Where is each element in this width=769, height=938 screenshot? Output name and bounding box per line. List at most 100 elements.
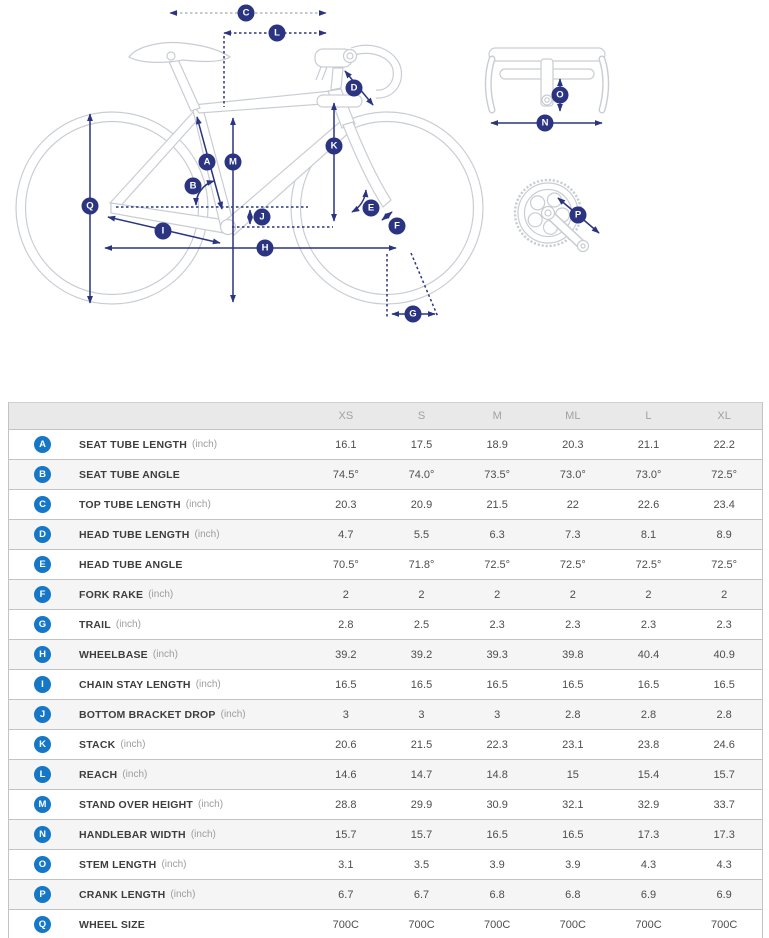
value-cell: 4.3 <box>716 858 732 871</box>
row-letter-badge: I <box>34 676 51 693</box>
value-cell: 2.8 <box>565 708 581 721</box>
diagram-marker-trail: G <box>404 305 422 323</box>
table-row-stack: K STACK (inch) 20.6 21.5 22.3 23.1 23.8 24.6 <box>9 729 762 759</box>
diagram-marker-handlebar-width: N <box>536 114 554 132</box>
row-label-cell: B SEAT TUBE ANGLE <box>9 466 308 483</box>
value-cell: 15 <box>566 768 579 781</box>
row-label-cell: N HANDLEBAR WIDTH (inch) <box>9 826 308 843</box>
row-label-cell: L REACH (inch) <box>9 766 308 783</box>
value-cell: 20.3 <box>335 498 357 511</box>
value-cell: 20.6 <box>335 738 357 751</box>
table-row-handlebar-width: N HANDLEBAR WIDTH (inch) 15.7 15.7 16.5 16.5 17… <box>9 819 762 849</box>
value-cell: 6.7 <box>413 888 430 901</box>
value-cell: 33.7 <box>713 798 735 811</box>
value-cell: 22 <box>566 498 579 511</box>
value-cell: 700C <box>635 918 662 931</box>
value-cell: 40.9 <box>713 648 735 661</box>
row-label: STACK <box>79 738 116 751</box>
value-cell: 15.7 <box>335 828 357 841</box>
value-cell: 74.5° <box>332 468 359 481</box>
value-cell: 16.5 <box>335 678 357 691</box>
row-unit: (inch) <box>148 589 174 600</box>
stem <box>540 58 554 107</box>
table-row-chain-stay-length: I CHAIN STAY LENGTH (inch) 16.5 16.5 16.5 16.5… <box>9 669 762 699</box>
row-unit: (inch) <box>194 529 220 540</box>
value-cell: 22.2 <box>713 438 735 451</box>
row-letter-badge: K <box>34 736 51 753</box>
row-label-cell: Q WHEEL SIZE <box>9 916 308 933</box>
diagram-marker-wheel-size: Q <box>81 197 99 215</box>
saddle-clamp <box>166 51 176 61</box>
value-cell: 2.8 <box>716 708 732 721</box>
row-label: SEAT TUBE LENGTH <box>79 438 188 451</box>
value-cell: 72.5° <box>711 468 738 481</box>
value-cell: 6.8 <box>489 888 505 901</box>
value-cell: 73.5° <box>484 468 511 481</box>
value-cell: 15.7 <box>410 828 433 841</box>
crank-spindle-center <box>544 209 552 217</box>
value-cell: 2 <box>721 588 728 601</box>
diagram-marker-seat-tube-angle: B <box>184 177 202 195</box>
value-cell: 40.4 <box>637 648 660 661</box>
row-label: SEAT TUBE ANGLE <box>79 468 181 481</box>
table-row-reach: L REACH (inch) 14.6 14.7 14.8 15 15.4 15.7 <box>9 759 762 789</box>
row-label: CRANK LENGTH <box>79 888 166 901</box>
value-cell: 16.5 <box>486 678 508 691</box>
value-cell: 16.5 <box>486 828 508 841</box>
row-unit: (inch) <box>170 889 196 900</box>
value-cell: 72.5° <box>559 558 586 571</box>
value-cell: 6.3 <box>489 528 505 541</box>
geometry-table-body: A SEAT TUBE LENGTH (inch) 16.1 17.5 18.9 20.3 2… <box>9 429 762 938</box>
handlebar-curl-inner <box>351 52 394 91</box>
handlebar-left-drop-fill <box>486 56 495 113</box>
row-unit: (inch) <box>152 649 178 660</box>
value-cell: 17.3 <box>713 828 735 841</box>
diagram-marker-reach: L <box>268 24 286 42</box>
value-cell: 72.5° <box>484 558 511 571</box>
value-cell: 16.5 <box>562 678 584 691</box>
value-cell: 23.4 <box>713 498 735 511</box>
value-cell: 3.9 <box>489 858 505 871</box>
steerer <box>330 67 344 91</box>
value-cell: 21.5 <box>410 738 433 751</box>
value-cell: 15.4 <box>637 768 660 781</box>
value-cell: 2.3 <box>489 618 505 631</box>
value-cell: 3.9 <box>565 858 581 871</box>
value-cell: 29.9 <box>410 798 433 811</box>
row-label-cell: H WHEELBASE (inch) <box>9 646 308 663</box>
value-cell: 17.3 <box>637 828 660 841</box>
row-unit: (inch) <box>115 619 141 630</box>
size-header-xl: XL <box>717 410 731 422</box>
value-cell: 2 <box>342 588 349 601</box>
row-label-cell: I CHAIN STAY LENGTH (inch) <box>9 676 308 693</box>
row-label: HEAD TUBE ANGLE <box>79 558 183 571</box>
row-unit: (inch) <box>198 799 224 810</box>
row-unit: (inch) <box>220 709 246 720</box>
row-label: STEM LENGTH <box>79 858 157 871</box>
value-cell: 74.0° <box>408 468 435 481</box>
diagram-marker-head-tube-length: D <box>345 79 363 97</box>
value-cell: 700C <box>408 918 435 931</box>
row-letter-badge: A <box>34 436 51 453</box>
diagram-marker-fork-rake: F <box>388 217 406 235</box>
value-cell: 23.8 <box>637 738 660 751</box>
arrow-seat-tube-angle <box>193 180 215 206</box>
value-cell: 700C <box>559 918 586 931</box>
fork <box>342 121 392 208</box>
value-cell: 2.8 <box>640 708 657 721</box>
size-header-xs: XS <box>338 410 354 422</box>
value-cell: 700C <box>711 918 738 931</box>
handlebar-curl <box>350 44 403 99</box>
value-cell: 71.8° <box>408 558 435 571</box>
trail-steering-axis-line <box>410 252 439 318</box>
value-cell: 21.1 <box>637 438 660 451</box>
row-label: STAND OVER HEIGHT <box>79 798 194 811</box>
table-row-stand-over-height: M STAND OVER HEIGHT (inch) 28.8 29.9 30.9 32.1… <box>9 789 762 819</box>
value-cell: 22.3 <box>486 738 508 751</box>
row-label: BOTTOM BRACKET DROP <box>79 708 216 721</box>
value-cell: 20.9 <box>410 498 433 511</box>
row-label-cell: P CRANK LENGTH (inch) <box>9 886 308 903</box>
row-letter-badge: O <box>34 856 51 873</box>
stem-bolt-center <box>544 97 550 103</box>
